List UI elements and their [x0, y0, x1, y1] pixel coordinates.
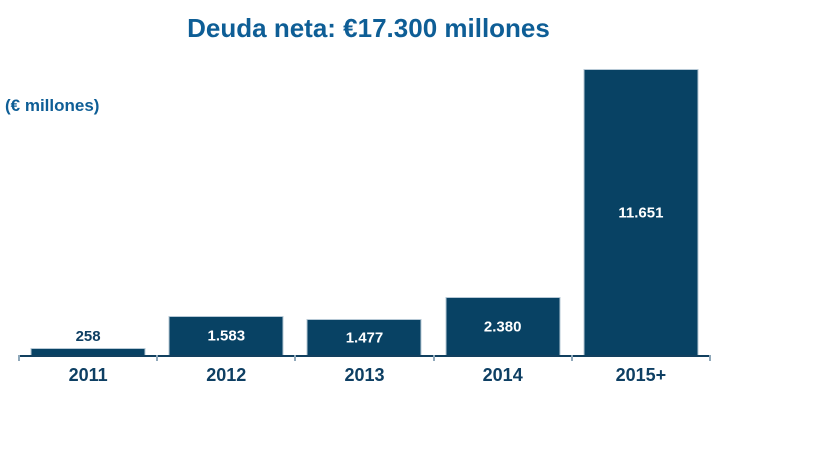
x-axis-tick [18, 355, 20, 361]
bar-value-label-2012: 1.583 [207, 327, 246, 345]
bar-value-label-2015+: 11.651 [618, 204, 664, 221]
x-axis-tick [156, 355, 159, 361]
bar-value-label-2011: 258 [75, 328, 101, 345]
x-axis-label-2015+: 2015+ [615, 365, 667, 385]
bar-2014: 2.380 [445, 297, 561, 355]
bar-chart-plot: 258 1.583 1.477 2.380 11.651 2011 2012 2013 201… [18, 69, 711, 385]
x-axis-label-2013: 2013 [344, 365, 385, 385]
bar-value-label-2014: 2.380 [483, 318, 522, 335]
category-2012: 1.583 [157, 69, 295, 355]
x-axis-label-2011: 2011 [68, 365, 108, 385]
x-axis-tick [294, 355, 297, 361]
category-2014: 2.380 [434, 69, 572, 355]
chart-title: Deuda neta: €17.300 millones [187, 13, 550, 43]
y-axis-units-label: (€ millones) [5, 96, 100, 115]
x-axis-tick [570, 355, 573, 361]
bar-2011 [30, 348, 146, 355]
bar-2015+: 11.651 [583, 69, 699, 355]
category-2011: 258 [19, 69, 157, 355]
x-axis-tick [432, 355, 435, 361]
bar-2012: 1.583 [168, 316, 284, 355]
category-2015+: 11.651 [572, 69, 710, 355]
x-axis-label-2012: 2012 [206, 365, 247, 385]
x-axis-label-2014: 2014 [482, 365, 523, 385]
category-2013: 1.477 [295, 69, 433, 355]
bar-value-label-2013: 1.477 [345, 329, 384, 346]
x-axis-line [19, 355, 710, 357]
bar-2013: 1.477 [306, 319, 422, 355]
x-axis-tick [709, 355, 711, 361]
